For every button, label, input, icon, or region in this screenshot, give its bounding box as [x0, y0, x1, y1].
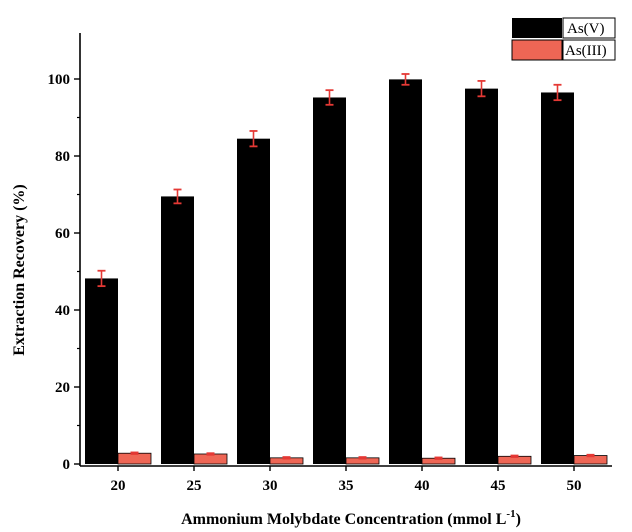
x-tick-label-50: 50	[567, 478, 582, 494]
x-axis-title-suffix: )	[516, 511, 521, 528]
bar-series-0-cat-30	[237, 138, 270, 465]
x-axis-title-main: Ammonium Molybdate Concentration (mmol L	[181, 511, 506, 528]
y-tick-label-20: 20	[55, 380, 70, 396]
legend: As(V) As(III)	[511, 17, 616, 61]
error-bars-layer	[97, 73, 595, 460]
x-axis-title-superscript: -1	[506, 508, 515, 520]
x-axis-title: Ammonium Molybdate Concentration (mmol L…	[181, 508, 521, 528]
legend-label-asv: As(V)	[567, 21, 605, 37]
y-tick-label-40: 40	[55, 303, 70, 319]
x-tick-label-20: 20	[111, 478, 126, 494]
x-tick-label-30: 30	[263, 478, 278, 494]
legend-label-box-asv	[562, 17, 616, 39]
bar-series-0-cat-35	[313, 97, 346, 464]
bar-series-0-cat-45	[465, 88, 498, 464]
bar-series-0-cat-25	[161, 196, 194, 465]
y-tick-label-60: 60	[55, 226, 70, 242]
x-tick-label-25: 25	[187, 478, 202, 494]
ticks-layer: 0 20 40 60 80 100 20 25 30 35 40 45 50	[48, 72, 582, 494]
x-tick-label-35: 35	[339, 478, 354, 494]
x-tick-label-45: 45	[491, 478, 506, 494]
y-tick-label-80: 80	[55, 149, 70, 165]
bar-series-0-cat-50	[541, 92, 574, 464]
legend-label-asiii: As(III)	[565, 43, 607, 59]
legend-swatch-asv	[512, 18, 562, 38]
bar-series-0-cat-20	[85, 278, 118, 464]
y-tick-label-0: 0	[63, 457, 71, 473]
legend-label-box-asiii	[562, 39, 616, 61]
legend-swatch-asiii	[511, 39, 563, 61]
y-tick-label-100: 100	[48, 72, 71, 88]
bars-layer	[85, 79, 608, 465]
bar-series-0-cat-40	[389, 79, 422, 464]
y-axis-title: Extraction Recovery (%)	[11, 184, 28, 356]
x-tick-label-40: 40	[415, 478, 430, 494]
